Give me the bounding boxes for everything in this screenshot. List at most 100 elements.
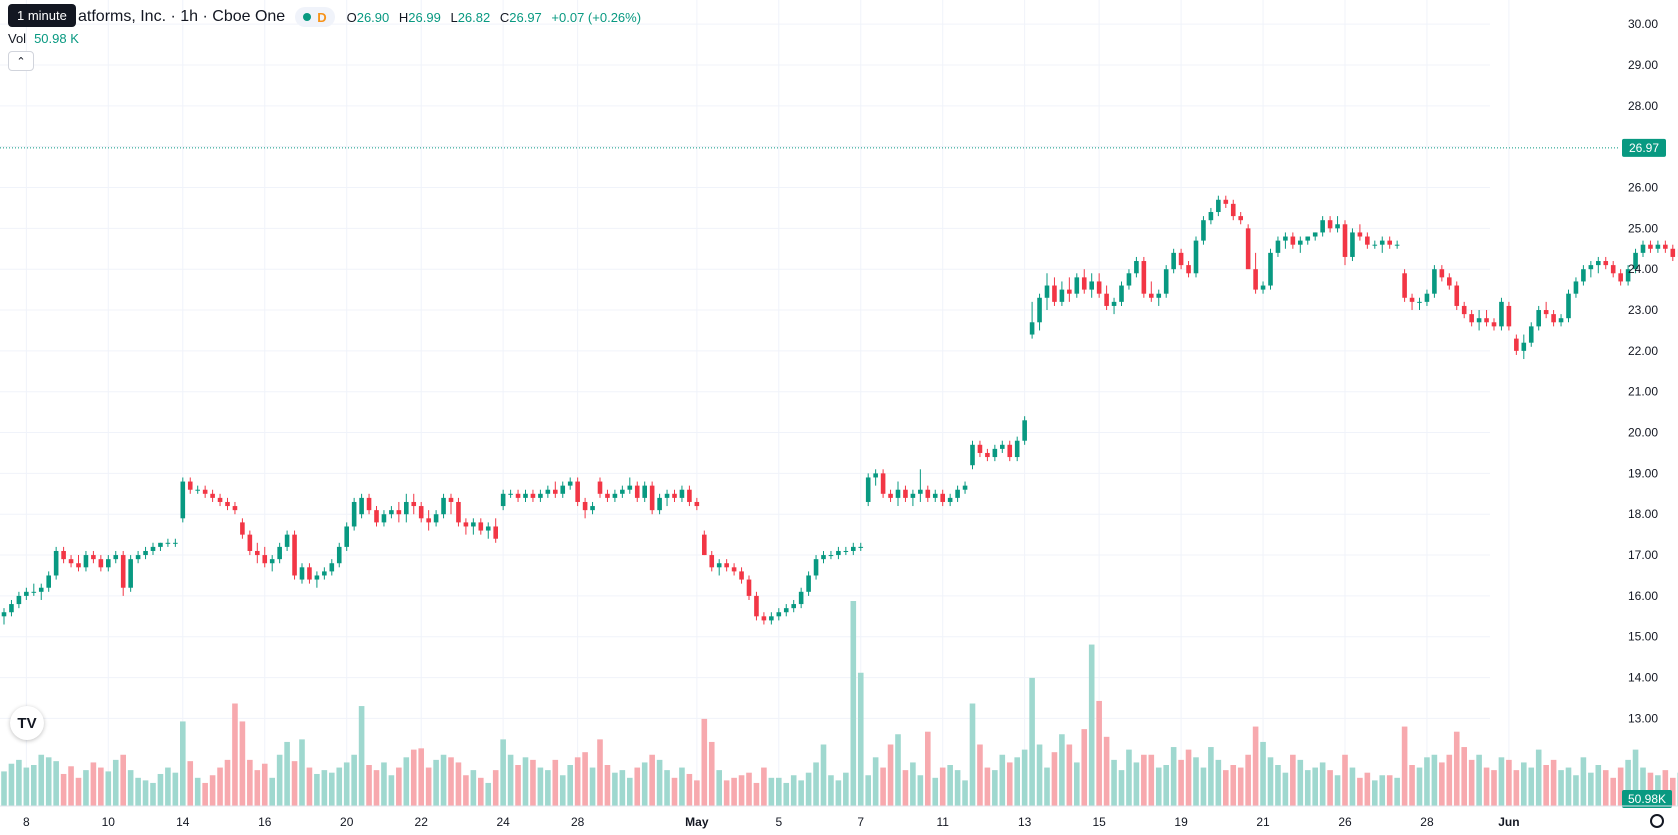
candle-body [336, 546, 342, 564]
volume-value: 50.98 K [34, 31, 79, 46]
volume-bar [1409, 765, 1415, 806]
volume-bar [887, 744, 894, 806]
candle [1305, 236, 1311, 245]
candle-body [1230, 203, 1236, 217]
candle [158, 542, 163, 551]
candle [947, 493, 953, 507]
candle [463, 518, 469, 535]
collapse-legend-button[interactable]: ⌃ [8, 51, 34, 71]
volume-bar [1245, 754, 1251, 806]
candle [106, 555, 111, 572]
candle-body [694, 501, 700, 507]
gear-icon[interactable] [1650, 814, 1664, 828]
candle [418, 501, 424, 523]
volume-bar [23, 767, 30, 806]
candle [515, 489, 521, 502]
volume-badge [1622, 790, 1672, 808]
volume-bar [671, 777, 678, 806]
volume-bar [358, 706, 365, 806]
volume-bar [314, 773, 320, 806]
candle-body [821, 555, 826, 560]
candle [1573, 277, 1579, 298]
volume-bar [1178, 759, 1184, 806]
volume-bar [1543, 765, 1549, 806]
volume-bar [1200, 767, 1207, 806]
candle [992, 444, 998, 462]
candle-body [143, 550, 148, 556]
volume-bar [396, 767, 402, 806]
candle [262, 546, 268, 568]
volume-bar [1506, 759, 1512, 806]
candle-body [1499, 301, 1504, 327]
candle-body [389, 510, 394, 515]
candle-body [292, 534, 297, 576]
price-tick-label: 25.00 [1628, 221, 1658, 235]
time-axis: 8 10 14 16 20 22 24 28 May 5 7 11 13 15 19 21 26 28 Jun [0, 805, 1678, 829]
candle-body [873, 473, 878, 478]
candle-body [1394, 244, 1400, 246]
candle-body [485, 526, 491, 531]
candle-body [538, 493, 543, 498]
volume-bar [530, 759, 536, 806]
candle [240, 518, 245, 539]
candle [1372, 240, 1378, 249]
candle [888, 489, 893, 502]
volume-bar [16, 759, 22, 806]
candle [1439, 265, 1445, 282]
candle [500, 489, 506, 511]
candle-body [225, 501, 230, 507]
candle-body [947, 497, 953, 502]
candle [485, 522, 491, 539]
market-status[interactable]: D [295, 7, 335, 27]
candle-body [888, 493, 893, 498]
candle [806, 571, 811, 596]
candle [1022, 416, 1027, 445]
volume-bar [925, 731, 931, 806]
candle [865, 473, 871, 507]
candle-body [530, 493, 536, 498]
time-tick-label: 28 [571, 815, 585, 829]
candle [970, 440, 975, 470]
candle [1648, 240, 1653, 253]
candle-body [135, 555, 141, 560]
candle [1089, 273, 1094, 298]
volume-bar [1237, 767, 1244, 806]
candle-body [1454, 285, 1460, 306]
price-tick-label: 28.00 [1628, 99, 1658, 113]
time-tick-label: 21 [1256, 815, 1270, 829]
candle-body [463, 522, 469, 527]
candle [1149, 281, 1154, 302]
volume-bar [321, 770, 328, 806]
candle [1290, 232, 1296, 249]
candle [1387, 236, 1392, 249]
candle-body [1111, 301, 1117, 306]
volume-bar [1029, 677, 1035, 806]
candle-body [202, 489, 208, 494]
candle-body [1305, 236, 1311, 241]
candle-body [1178, 252, 1184, 266]
volume-bar [1088, 644, 1095, 806]
candle-body [1350, 232, 1355, 257]
volume-bar [261, 763, 268, 806]
candle [1156, 289, 1162, 306]
candle [1275, 236, 1281, 257]
candle [679, 485, 685, 502]
volume-bar [1401, 726, 1408, 806]
candle-body [1447, 277, 1452, 286]
candle [478, 518, 484, 535]
volume-bar [75, 777, 82, 806]
candle [1298, 236, 1303, 253]
symbol-title[interactable]: atforms, Inc. · 1h · Cboe One [78, 8, 286, 25]
candle-body [418, 506, 424, 519]
candle [1402, 269, 1407, 302]
high-label: H [398, 9, 409, 25]
tradingview-logo-icon[interactable]: TV [10, 706, 44, 740]
volume-bar [1394, 777, 1400, 806]
candle [299, 563, 305, 584]
candle-body [1134, 261, 1139, 274]
volume-bar [828, 775, 834, 806]
volume-bar [269, 777, 275, 806]
volume-bar [604, 765, 611, 806]
candle-body [1640, 244, 1646, 253]
